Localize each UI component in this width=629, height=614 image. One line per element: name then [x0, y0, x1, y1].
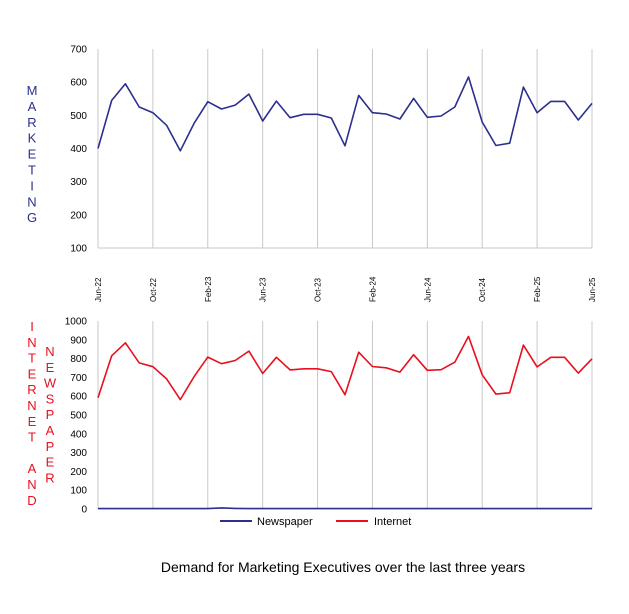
top-y-tick-label: 400 [70, 144, 87, 155]
newspaper-letter: R [45, 470, 54, 485]
x-axis-tick-labels: Jun-22 Oct-22 Feb-23 Jun-23 Oct-23 Feb-24 Jun-… [94, 276, 597, 302]
series-line-internet [97, 335, 593, 401]
x-tick-label: Oct-23 [314, 277, 323, 302]
bottom-y-tick-label: 300 [70, 448, 87, 459]
x-tick-label: Jun-24 [423, 277, 432, 302]
internet-letter: D [27, 493, 36, 508]
newspaper-letter: A [46, 423, 55, 438]
internet-letter: T [28, 351, 36, 366]
x-tick-label: Jun-25 [588, 277, 597, 302]
internet-letter: N [27, 398, 36, 413]
bottom-y-tick-label: 1000 [65, 317, 88, 328]
newspaper-letter: W [44, 376, 57, 391]
legend-label-newspaper: Newspaper [257, 516, 313, 528]
top-panel-y-axis: 100 200 300 400 500 600 700 [70, 45, 87, 255]
internet-letter: T [28, 430, 36, 445]
bottom-panel-series [97, 335, 593, 510]
top-y-tick-label: 300 [70, 177, 87, 188]
x-tick-label: Jun-23 [259, 277, 268, 302]
bottom-y-tick-label: 500 [70, 411, 87, 422]
bottom-y-tick-label: 800 [70, 354, 87, 365]
marketing-letter: E [28, 147, 37, 162]
series-line-newspaper [98, 507, 592, 510]
bottom-y-tick-label: 700 [70, 373, 87, 384]
top-y-tick-label: 700 [70, 45, 87, 56]
internet-letter: N [27, 335, 36, 350]
newspaper-letter: E [46, 455, 55, 470]
top-panel-series [97, 76, 593, 152]
top-y-tick-label: 600 [70, 78, 87, 89]
newspaper-letter: P [46, 407, 55, 422]
newspaper-letter: S [46, 391, 55, 406]
bottom-y-tick-label: 900 [70, 335, 87, 346]
bottom-y-tick-label: 100 [70, 486, 87, 497]
internet-letter: I [30, 319, 34, 334]
newspaper-letter: N [45, 344, 54, 359]
internet-letter: E [28, 414, 37, 429]
x-tick-label: Feb-23 [204, 276, 213, 302]
marketing-letter: K [28, 131, 37, 146]
x-tick-label: Feb-25 [533, 276, 542, 302]
newspaper-letter: P [46, 439, 55, 454]
bottom-panel-y-axis: 0 100 200 300 400 500 600 700 800 900 1000 [65, 317, 88, 516]
bottom-y-tick-label: 600 [70, 392, 87, 403]
x-tick-label: Feb-24 [368, 276, 377, 302]
bottom-panel-grid [97, 321, 593, 509]
chart-title: Demand for Marketing Executives over the… [161, 559, 525, 575]
internet-letter: N [27, 477, 36, 492]
x-tick-label: Oct-24 [478, 277, 487, 302]
x-tick-label: Oct-22 [149, 277, 158, 302]
top-y-tick-label: 100 [70, 244, 87, 255]
bottom-y-tick-label: 0 [81, 505, 87, 516]
legend: Newspaper Internet [220, 516, 411, 528]
x-tick-label: Jun-22 [94, 277, 103, 302]
marketing-letter: I [30, 178, 34, 193]
top-y-tick-label: 500 [70, 111, 87, 122]
legend-label-internet: Internet [374, 516, 411, 528]
marketing-letter: A [28, 99, 37, 114]
top-y-tick-label: 200 [70, 210, 87, 221]
top-panel-grid [97, 49, 593, 249]
internet-letter: R [27, 382, 36, 397]
marketing-letter: T [28, 163, 36, 178]
marketing-letter: G [27, 210, 37, 225]
marketing-letter: M [27, 83, 38, 98]
marketing-letter: R [27, 115, 36, 130]
marketing-letter: N [27, 194, 36, 209]
newspaper-letter: E [46, 360, 55, 375]
internet-letter: A [28, 461, 37, 476]
bottom-y-tick-label: 200 [70, 467, 87, 478]
internet-letter: E [28, 366, 37, 381]
bottom-y-tick-label: 400 [70, 429, 87, 440]
series-line-marketing [97, 76, 593, 152]
